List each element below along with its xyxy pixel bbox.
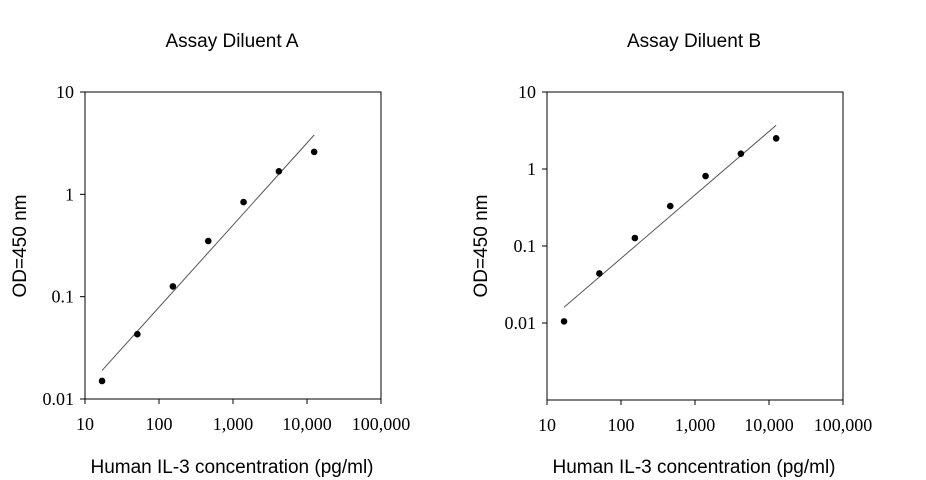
x-tick-label: 100 bbox=[608, 415, 635, 435]
x-tick-label: 10 bbox=[76, 414, 94, 434]
data-point bbox=[702, 172, 709, 180]
x-tick-label: 100,000 bbox=[814, 415, 873, 435]
x-tick-label: 1,000 bbox=[213, 414, 254, 434]
fit-line bbox=[563, 124, 777, 308]
data-point bbox=[204, 237, 212, 245]
plot-frame bbox=[546, 91, 844, 401]
y-tick-label: 0.01 bbox=[505, 313, 537, 333]
data-point bbox=[596, 270, 603, 277]
x-axis-label: Human IL-3 concentration (pg/ml) bbox=[90, 457, 373, 478]
y-tick-label: 10 bbox=[518, 82, 536, 102]
plot-frame bbox=[84, 91, 382, 400]
y-axis-label: OD=450 nm bbox=[471, 195, 492, 298]
x-tick-label: 1,000 bbox=[675, 415, 716, 435]
data-point bbox=[666, 202, 674, 210]
data-point bbox=[98, 377, 106, 385]
y-tick-label: 0.1 bbox=[52, 287, 75, 307]
y-tick-label: 1 bbox=[527, 159, 536, 179]
x-tick-label: 100 bbox=[146, 414, 173, 434]
chart-panel-1: Assay Diluent A 10 100 1,000 10,000 100,000 0.… bbox=[10, 31, 410, 478]
chart-title: Assay Diluent B bbox=[627, 31, 761, 52]
x-tick-label: 100,000 bbox=[352, 414, 411, 434]
data-point bbox=[560, 318, 568, 325]
data-point bbox=[772, 135, 780, 142]
x-tick-label: 10,000 bbox=[282, 414, 332, 434]
x-tick-label: 10 bbox=[538, 415, 556, 435]
chart-panel-2: Assay Diluent B 10 100 1,000 10,000 100,000 0.… bbox=[471, 31, 872, 478]
y-axis-label: OD=450 nm bbox=[10, 195, 31, 298]
y-tick-label: 0.01 bbox=[43, 389, 75, 409]
y-tick-label: 1 bbox=[65, 184, 74, 204]
data-point bbox=[631, 234, 639, 242]
y-tick-label: 10 bbox=[56, 82, 74, 102]
chart-title: Assay Diluent A bbox=[165, 31, 298, 52]
y-tick-label: 0.1 bbox=[514, 236, 537, 256]
data-point bbox=[240, 198, 247, 206]
x-axis-label: Human IL-3 concentration (pg/ml) bbox=[552, 457, 835, 478]
data-point bbox=[134, 330, 141, 338]
data-point bbox=[310, 148, 318, 156]
x-tick-label: 10,000 bbox=[744, 415, 794, 435]
data-point bbox=[169, 283, 177, 290]
fit-line bbox=[101, 134, 315, 371]
data-point bbox=[737, 150, 745, 158]
data-point bbox=[275, 167, 283, 175]
